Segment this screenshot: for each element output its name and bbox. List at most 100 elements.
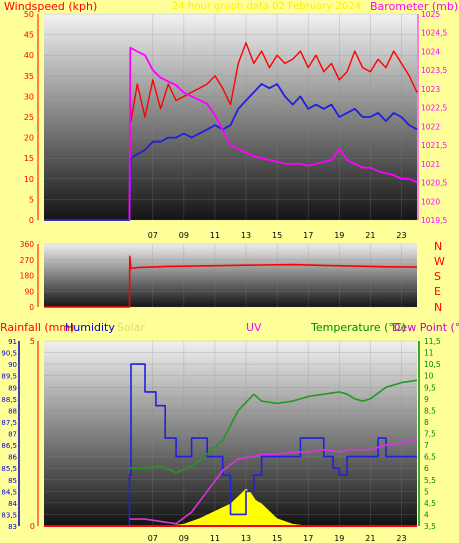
rainfall-label: Rainfall (mm): [0, 321, 74, 334]
temp-x-tick-label: 21: [365, 534, 375, 543]
pressure-right-tick-label: 1025: [421, 10, 440, 19]
temp-right-tick-label: 4: [424, 510, 429, 519]
wind-left-tick-label: 35: [24, 72, 34, 81]
wind-x-tick-label: 07: [148, 231, 158, 240]
barometer-label: Barometer (mb): [370, 0, 458, 13]
pressure-right-tick-label: 1024,5: [421, 29, 447, 38]
temp-right-tick-label: 8,5: [424, 406, 436, 415]
wind-x-tick-label: 21: [365, 231, 375, 240]
temp-right-tick-label: 7: [424, 441, 429, 450]
uv-label: UV: [246, 321, 262, 334]
humidity-left-tick-label: 83: [8, 523, 17, 531]
temp-x-tick-label: 23: [396, 534, 406, 543]
wind-left-tick-label: 20: [24, 134, 34, 143]
temp-x-tick-label: 13: [241, 534, 251, 543]
series-direction-line: [44, 255, 418, 308]
compass-n-top: N: [434, 240, 442, 253]
date-label: 24 hour graph data 02 February 2024: [172, 1, 361, 12]
dewpoint-label: Dew Point (°C): [392, 321, 459, 334]
series-solar-area: [168, 488, 309, 527]
humidity-left-tick-label: 87,5: [1, 419, 17, 427]
wind-left-tick-label: 50: [24, 10, 34, 19]
humidity-left-tick-label: 89: [8, 384, 17, 392]
wind-left-tick-label: 15: [24, 154, 34, 163]
direction-left-tick-label: 270: [20, 256, 35, 265]
pressure-right-tick-label: 1022: [421, 122, 440, 131]
series-average-line: [44, 83, 418, 221]
humidity-label: Humidity: [65, 321, 115, 334]
temp-right-tick-label: 9,5: [424, 383, 436, 392]
humidity-left-tick-label: 86: [8, 454, 17, 462]
humidity-left-tick-label: 86,5: [1, 442, 17, 450]
pressure-right-tick-label: 1023,5: [421, 66, 447, 75]
temp-right-tick-label: 11: [424, 349, 434, 358]
temp-right-tick-label: 7,5: [424, 430, 436, 439]
humidity-left-tick-label: 90: [8, 361, 17, 369]
wind-left-tick-label: 25: [24, 113, 34, 122]
temp-x-tick-label: 07: [148, 534, 158, 543]
direction-left-tick-label: 360: [20, 240, 35, 249]
humidity-left-tick-label: 84: [8, 500, 17, 508]
wind-left-tick-label: 0: [29, 216, 34, 225]
compass-s: S: [434, 270, 441, 283]
humidity-left-tick-label: 88,5: [1, 396, 17, 404]
solar-label: Solar: [117, 321, 146, 334]
temp-right-tick-label: 10: [424, 372, 434, 381]
pressure-right-tick-label: 1020: [421, 197, 440, 206]
rain-left-tick-label: 0: [30, 522, 35, 531]
series-temperature-line: [129, 379, 418, 474]
temp-right-tick-label: 5,5: [424, 476, 436, 485]
temp-right-tick-label: 3,5: [424, 522, 436, 531]
wind-x-tick-label: 23: [396, 231, 406, 240]
pressure-right-tick-label: 1023: [421, 85, 440, 94]
series-gust-line: [44, 42, 418, 221]
series-dewpoint-line: [129, 439, 418, 525]
pressure-right-tick-label: 1019,5: [421, 216, 447, 225]
pressure-right-tick-label: 1021: [421, 160, 440, 169]
temp-x-tick-label: 09: [179, 534, 189, 543]
wind-left-tick-label: 40: [24, 51, 34, 60]
windspeed-label: Windspeed (kph): [4, 0, 97, 13]
wind-x-tick-label: 09: [179, 231, 189, 240]
wind-left-tick-label: 45: [24, 31, 34, 40]
temp-x-tick-label: 15: [272, 534, 282, 543]
humidity-left-tick-label: 85: [8, 477, 17, 485]
wind-x-tick-label: 13: [241, 231, 251, 240]
humidity-left-tick-label: 91: [8, 338, 17, 346]
pressure-right-tick-label: 1022,5: [421, 104, 447, 113]
temp-right-tick-label: 8: [424, 418, 429, 427]
wind-x-tick-label: 17: [303, 231, 313, 240]
pressure-right-tick-label: 1024: [421, 47, 440, 56]
direction-plot-area: [44, 244, 417, 307]
wind-x-tick-label: 11: [210, 231, 220, 240]
humidity-left-tick-label: 85,5: [1, 465, 17, 473]
rain-left-tick-label: 5: [30, 337, 35, 346]
wind-x-tick-label: 15: [272, 231, 282, 240]
temp-right-tick-label: 5: [424, 487, 429, 496]
wind-left-tick-label: 10: [24, 175, 34, 184]
wind-plot-area: [44, 14, 417, 220]
compass-n-bottom: N: [434, 301, 442, 314]
temperature-label: Temperature (°C): [310, 321, 406, 334]
wind-left-tick-label: 5: [29, 195, 34, 204]
direction-left-tick-label: 90: [24, 287, 34, 296]
temp-right-tick-label: 11,5: [424, 337, 441, 346]
compass-w: W: [434, 255, 445, 268]
series-humidity-line: [44, 363, 417, 527]
humidity-left-tick-label: 90,5: [1, 350, 17, 358]
series-pressure-line: [128, 46, 418, 221]
direction-left-tick-label: 180: [20, 272, 35, 281]
humidity-left-tick-label: 87: [8, 431, 17, 439]
wind-x-tick-label: 19: [334, 231, 344, 240]
temp-x-tick-label: 11: [210, 534, 220, 543]
pressure-right-tick-label: 1021,5: [421, 141, 447, 150]
temp-x-tick-label: 17: [303, 534, 313, 543]
direction-left-tick-label: 0: [29, 303, 34, 312]
temp-right-tick-label: 6: [424, 464, 429, 473]
humidity-left-tick-label: 84,5: [1, 488, 17, 496]
temp-right-tick-label: 4,5: [424, 499, 436, 508]
humidity-left-tick-label: 89,5: [1, 373, 17, 381]
wind-left-tick-label: 30: [24, 92, 34, 101]
humidity-left-tick-label: 88: [8, 407, 17, 415]
